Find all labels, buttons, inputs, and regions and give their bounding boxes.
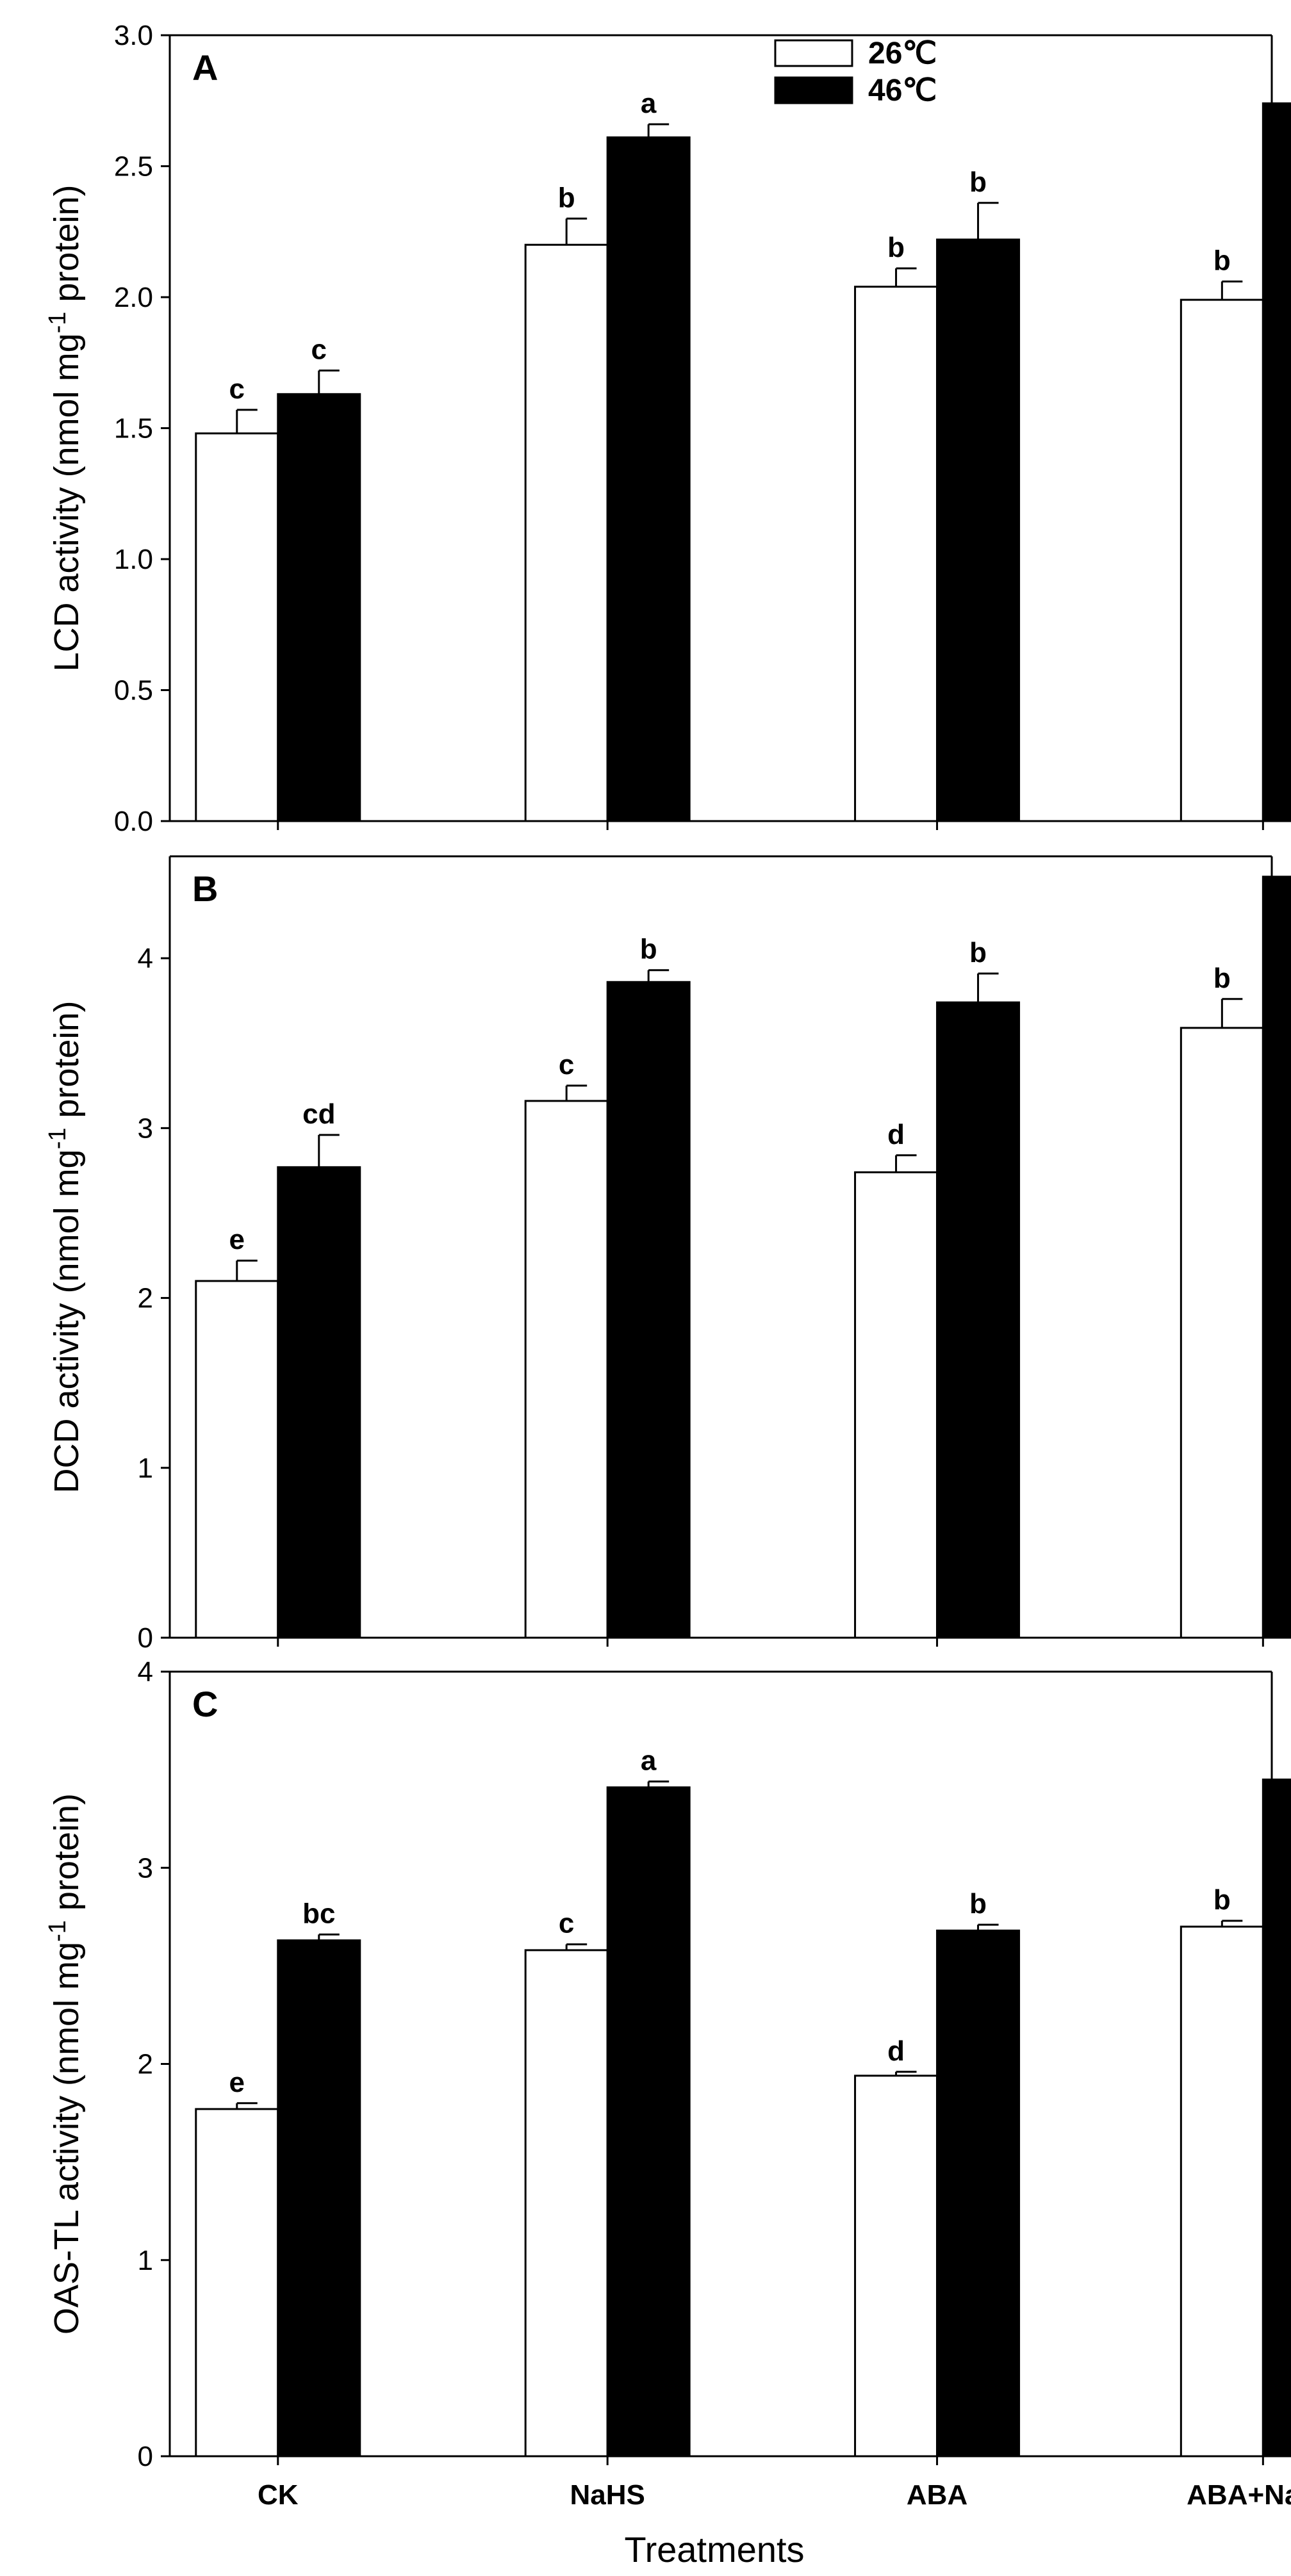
bar-26c <box>1180 1925 1264 2458</box>
significance-letter: c <box>229 373 245 405</box>
significance-letter: bc <box>302 1898 335 1929</box>
bar-26c <box>854 1171 939 1639</box>
legend-label: 26℃ <box>868 37 937 70</box>
bar-26c <box>1180 1027 1264 1639</box>
y-tick-label: 3.0 <box>114 20 153 51</box>
y-axis-label: LCD activity (nmol mg-1 protein) <box>44 184 86 671</box>
y-tick-label: 0 <box>138 1622 153 1654</box>
panel-c: 0 1 2 3 4 OAS-TL activity (nmol mg-1 protein)… <box>44 1656 1291 2511</box>
legend-label: 46℃ <box>868 74 937 108</box>
significance-letter: cd <box>302 1098 335 1130</box>
y-tick-label: 0.5 <box>114 675 153 706</box>
y-tick-label: 4 <box>138 943 153 974</box>
significance-letter: b <box>640 934 657 965</box>
bar-26c <box>195 432 279 822</box>
bar-46c <box>1262 1778 1291 2458</box>
significance-letter: a <box>641 1745 657 1777</box>
bar-46c <box>606 981 691 1639</box>
y-tick-label: 1.0 <box>114 544 153 575</box>
bar-26c <box>524 243 609 822</box>
significance-letter: b <box>1213 1884 1231 1916</box>
bar-46c <box>277 393 361 822</box>
bar-26c <box>195 2108 279 2458</box>
significance-letter: b <box>1213 245 1231 276</box>
legend-swatch <box>774 39 853 67</box>
significance-letter: a <box>641 88 657 119</box>
chart-panels: 0.0 0.5 1.0 1.5 2.0 2.5 3.0 LCD activity (nmol … <box>44 20 1291 2511</box>
bar-26c <box>524 1949 609 2458</box>
x-tick-label: CK <box>258 2479 299 2511</box>
x-tick-label: ABA+NaHS <box>1187 2479 1291 2511</box>
y-tick-label: 2 <box>138 2049 153 2080</box>
panel-letter: C <box>192 1684 218 1724</box>
significance-letter: b <box>887 232 905 263</box>
significance-letter: b <box>969 1888 987 1920</box>
bar-46c <box>936 1929 1021 2458</box>
bar-26c <box>1180 298 1264 822</box>
significance-letter: e <box>229 2067 245 2098</box>
x-axis-title: Treatments <box>624 2529 804 2570</box>
legend: 26℃46℃ <box>774 37 937 108</box>
bar-26c <box>195 1280 279 1639</box>
significance-letter: d <box>887 2035 905 2067</box>
legend-swatch <box>774 76 853 104</box>
bar-26c <box>854 2075 939 2458</box>
bar-46c <box>936 238 1021 822</box>
y-tick-label: 4 <box>138 1656 153 1688</box>
panel-letter: A <box>192 47 218 88</box>
panel-letter: B <box>192 868 218 909</box>
y-tick-label: 1 <box>138 2245 153 2276</box>
y-tick-label: 1 <box>138 1453 153 1484</box>
y-axis-label: DCD activity (nmol mg-1 protein) <box>44 1001 86 1494</box>
significance-letter: b <box>969 167 987 198</box>
panel-a: 0.0 0.5 1.0 1.5 2.0 2.5 3.0 LCD activity (nmol … <box>44 20 1291 837</box>
significance-letter: b <box>558 182 575 213</box>
y-axis-label: OAS-TL activity (nmol mg-1 protein) <box>44 1793 86 2335</box>
y-tick-label: 0 <box>138 2441 153 2472</box>
y-tick-label: 3 <box>138 1113 153 1144</box>
bar-46c <box>606 136 691 822</box>
y-tick-label: 2.5 <box>114 151 153 183</box>
x-tick-label: NaHS <box>570 2479 645 2511</box>
y-tick-label: 3 <box>138 1852 153 1884</box>
y-tick-label: 2 <box>138 1283 153 1314</box>
significance-letter: e <box>229 1224 245 1255</box>
significance-letter: c <box>311 334 327 366</box>
bar-46c <box>606 1786 691 2458</box>
significance-letter: b <box>1213 963 1231 994</box>
bar-26c <box>854 286 939 822</box>
significance-letter: d <box>887 1119 905 1150</box>
y-tick-label: 0.0 <box>114 806 153 837</box>
bar-46c <box>1262 102 1291 822</box>
bar-46c <box>1262 876 1291 1639</box>
bar-26c <box>524 1100 609 1639</box>
significance-letter: c <box>559 1908 574 1939</box>
panel-b: 0 1 2 3 4 DCD activity (nmol mg-1 protein) Be c… <box>44 855 1291 1654</box>
bar-46c <box>936 1001 1021 1639</box>
y-tick-label: 1.5 <box>114 413 153 444</box>
significance-letter: c <box>559 1049 574 1080</box>
bar-46c <box>277 1166 361 1639</box>
y-tick-label: 2.0 <box>114 282 153 313</box>
x-tick-label: ABA <box>907 2479 967 2511</box>
bar-46c <box>277 1939 361 2458</box>
significance-letter: b <box>969 937 987 968</box>
